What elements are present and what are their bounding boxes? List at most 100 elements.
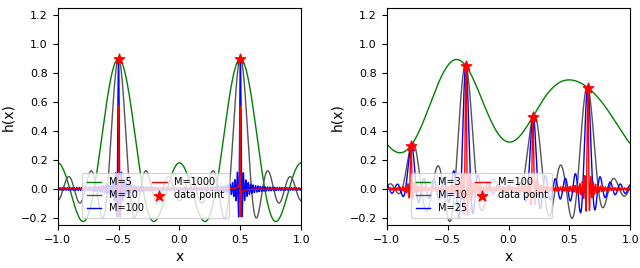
M=100 — [464, 214, 472, 217]
M=100 — [298, 186, 305, 189]
M=5 — [79, 220, 86, 223]
M=10 — [461, 64, 469, 67]
Y-axis label: h(x): h(x) — [1, 103, 15, 131]
data point — [461, 64, 471, 68]
M=10 — [54, 199, 61, 202]
M=10 — [627, 186, 634, 189]
data point — [528, 114, 538, 119]
M=3 — [573, 80, 581, 83]
M=25 — [550, 178, 558, 182]
M=25 — [578, 206, 586, 209]
M=10 — [298, 199, 305, 202]
M=100 — [578, 189, 586, 192]
data point — [113, 57, 124, 61]
M=3 — [453, 58, 461, 61]
Line: M=5: M=5 — [58, 59, 301, 221]
M=10 — [153, 201, 161, 204]
M=5 — [54, 161, 61, 165]
M=10 — [491, 178, 499, 181]
M=100 — [408, 155, 415, 158]
X-axis label: x: x — [175, 250, 184, 265]
M=1000 — [161, 187, 169, 191]
data point — [582, 85, 593, 90]
M=10 — [79, 198, 86, 201]
M=100 — [550, 189, 558, 192]
M=25 — [482, 187, 490, 190]
M=3 — [408, 143, 415, 146]
M=100 — [54, 186, 61, 189]
M=1000 — [237, 215, 244, 218]
Line: M=25: M=25 — [387, 66, 630, 218]
M=10 — [446, 220, 454, 223]
M=25 — [491, 191, 499, 194]
M=100 — [79, 188, 86, 191]
M=10 — [578, 127, 586, 130]
M=100 — [153, 189, 161, 192]
M=100 — [244, 181, 252, 184]
M=25 — [573, 181, 581, 185]
M=25 — [408, 144, 415, 147]
M=100 — [116, 215, 124, 219]
Line: M=1000: M=1000 — [58, 106, 301, 217]
Line: M=100: M=100 — [387, 67, 630, 215]
M=25 — [627, 183, 634, 186]
M=100 — [482, 185, 490, 188]
M=25 — [383, 183, 390, 186]
M=5 — [298, 161, 305, 165]
M=10 — [221, 215, 229, 219]
M=25 — [455, 216, 463, 219]
M=5 — [244, 77, 252, 80]
M=100 — [573, 184, 581, 187]
M=100 — [115, 58, 122, 61]
Line: M=100: M=100 — [58, 59, 301, 217]
M=1000 — [115, 105, 122, 108]
M=1000 — [152, 187, 160, 191]
M=1000 — [79, 187, 86, 191]
M=10 — [550, 192, 558, 195]
M=100 — [462, 65, 470, 68]
M=10 — [115, 57, 122, 60]
Legend: M=3, M=10, M=25, M=100, data point: M=3, M=10, M=25, M=100, data point — [411, 173, 552, 218]
M=3 — [550, 84, 558, 88]
M=3 — [396, 151, 404, 154]
data point — [406, 143, 416, 148]
M=100 — [162, 187, 170, 190]
Y-axis label: h(x): h(x) — [330, 103, 344, 131]
M=5 — [221, 122, 229, 125]
Line: M=10: M=10 — [58, 59, 301, 218]
M=1000 — [221, 187, 229, 190]
M=10 — [249, 199, 257, 202]
M=100 — [221, 184, 229, 187]
M=10 — [244, 139, 252, 142]
M=10 — [573, 185, 581, 188]
M=10 — [408, 143, 415, 146]
data point — [236, 57, 246, 61]
M=25 — [462, 64, 470, 68]
M=10 — [162, 179, 170, 182]
M=1000 — [249, 188, 257, 191]
M=1000 — [54, 187, 61, 191]
Legend: M=5, M=10, M=100, M=1000, data point: M=5, M=10, M=100, M=1000, data point — [82, 173, 229, 218]
M=3 — [482, 107, 490, 110]
Line: M=3: M=3 — [387, 59, 630, 153]
M=10 — [383, 186, 390, 189]
M=5 — [249, 103, 257, 106]
M=3 — [627, 142, 634, 146]
M=5 — [115, 57, 122, 60]
M=3 — [383, 142, 390, 146]
M=5 — [79, 220, 87, 223]
M=100 — [491, 189, 499, 192]
M=1000 — [244, 188, 252, 191]
Line: M=10: M=10 — [387, 66, 630, 221]
M=5 — [162, 194, 170, 197]
X-axis label: x: x — [504, 250, 513, 265]
M=100 — [249, 187, 257, 190]
M=100 — [627, 188, 634, 191]
M=1000 — [298, 187, 305, 191]
M=5 — [153, 218, 161, 221]
M=3 — [491, 126, 499, 129]
M=10 — [131, 217, 138, 220]
M=3 — [578, 82, 586, 85]
M=100 — [383, 188, 390, 191]
M=10 — [482, 199, 490, 202]
